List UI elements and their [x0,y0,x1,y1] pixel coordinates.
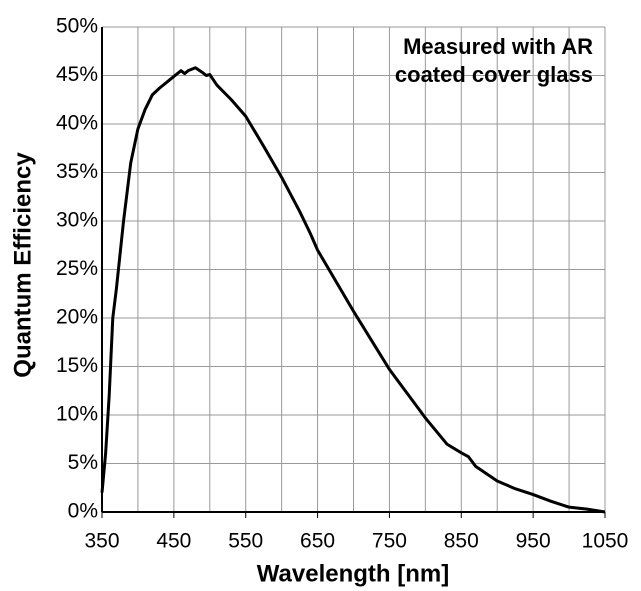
x-tick-label: 950 [516,530,551,553]
x-axis-label: Wavelength [nm] [257,560,449,587]
x-tick-label: 550 [228,530,263,553]
y-tick-label: 40% [56,112,98,135]
y-tick-label: 10% [56,403,98,426]
y-tick-label: 0% [68,500,98,523]
y-tick-label: 45% [56,63,98,86]
x-tick-label: 1050 [582,530,629,553]
x-tick-label: 350 [84,530,119,553]
y-tick-label: 30% [56,209,98,232]
line-series [100,66,606,514]
annotation: Measured with AR [403,34,593,59]
x-tick-label: 850 [444,530,479,553]
y-tick-label: 15% [56,354,98,377]
x-tick-label: 650 [300,530,335,553]
annotation: coated cover glass [395,62,593,87]
y-tick-label: 25% [56,257,98,280]
y-tick-label: 35% [56,160,98,183]
y-tick-label: 50% [56,15,98,38]
y-axis-label: Quantum Efficiency [9,152,36,378]
x-tick-label: 450 [156,530,191,553]
y-tick-label: 5% [68,451,98,474]
x-tick-label: 750 [372,530,407,553]
y-tick-label: 20% [56,306,98,329]
